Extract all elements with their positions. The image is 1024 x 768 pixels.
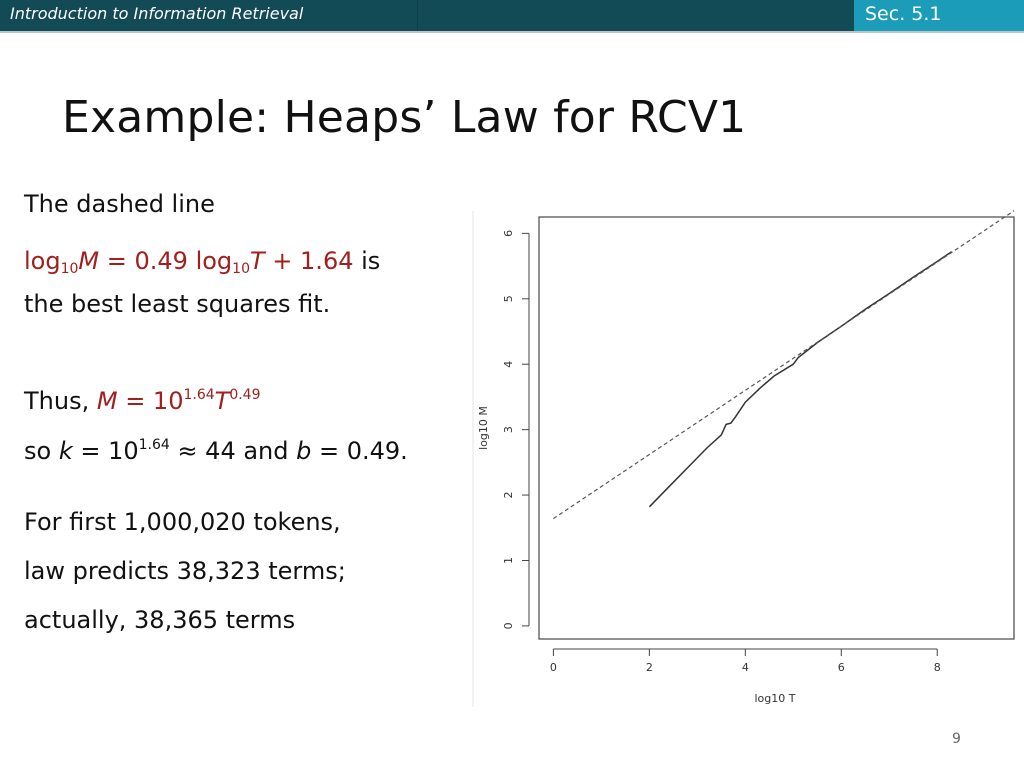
eq-var-m: M xyxy=(78,247,100,275)
thus-exp1: 1.64 xyxy=(183,387,215,403)
y-tick-label-0: 0 xyxy=(502,622,515,629)
x-axis-label: log10 T xyxy=(755,692,796,705)
y-tick-label-2: 2 xyxy=(502,492,515,499)
equation-line: log10M = 0.49 log10T + 1.64 is xyxy=(24,247,380,277)
text-first-tokens: For first 1,000,020 tokens, xyxy=(24,508,341,536)
so-line: so k = 101.64 ≈ 44 and b = 0.49. xyxy=(24,437,408,465)
heaps-law-chart: 0 2 4 6 8 0 1 2 3 4 5 6 log10 T log10 M xyxy=(472,210,1015,707)
text-law-predicts: law predicts 38,323 terms; xyxy=(24,557,346,585)
thus-var-m: M xyxy=(96,387,118,415)
page-number: 9 xyxy=(952,731,961,747)
chart-axes: 0 2 4 6 8 0 1 2 3 4 5 6 xyxy=(502,230,941,674)
so-prefix: so xyxy=(24,437,59,465)
course-title: Introduction to Information Retrieval xyxy=(10,4,304,23)
so-mid: = 10 xyxy=(72,437,139,465)
thus-exp2: 0.49 xyxy=(229,387,261,403)
eq-log-label: log xyxy=(24,247,61,275)
slide-title: Example: Heaps’ Law for RCV1 xyxy=(62,92,747,143)
eq-var-t: T xyxy=(250,247,265,275)
so-var-k: k xyxy=(58,437,73,465)
so-exp: 1.64 xyxy=(138,437,170,453)
chart-series xyxy=(553,210,1015,520)
thus-formula: M = 101.64T0.49 xyxy=(97,387,261,415)
slide-header-bar: Introduction to Information Retrieval Se… xyxy=(0,0,1024,33)
so-var-b: b xyxy=(296,437,312,465)
thus-mid: = 10 xyxy=(117,387,184,415)
header-divider xyxy=(417,0,418,31)
x-tick-label-2: 2 xyxy=(646,661,653,674)
eq-after-text: is xyxy=(353,247,381,275)
equation-log-m: log10M = 0.49 log10T + 1.64 xyxy=(24,247,354,277)
so-after: ≈ 44 and xyxy=(169,437,297,465)
thus-line: Thus, M = 101.64T0.49 xyxy=(24,387,260,415)
y-tick-label-4: 4 xyxy=(502,361,515,368)
text-dashed-line: The dashed line xyxy=(24,190,215,218)
text-least-squares: the best least squares fit. xyxy=(24,290,331,318)
x-tick-label-0: 0 xyxy=(550,661,557,674)
dashed-fit-line xyxy=(553,210,1015,520)
text-actually: actually, 38,365 terms xyxy=(24,606,296,634)
plot-frame xyxy=(538,216,1015,640)
so-end: = 0.49. xyxy=(311,437,408,465)
thus-prefix: Thus, xyxy=(24,387,97,415)
x-tick-label-6: 6 xyxy=(838,661,845,674)
observed-vocabulary-line xyxy=(648,251,953,508)
y-tick-label-3: 3 xyxy=(502,426,515,433)
y-axis-label: log10 M xyxy=(477,406,490,450)
x-tick-label-8: 8 xyxy=(934,661,941,674)
eq-sub-10a: 10 xyxy=(60,261,79,277)
section-label: Sec. 5.1 xyxy=(854,0,1024,31)
eq-sub-10b: 10 xyxy=(232,261,250,277)
eq-middle: = 0.49 log xyxy=(99,247,233,275)
y-tick-label-5: 5 xyxy=(502,295,515,302)
thus-var-t: T xyxy=(214,387,230,415)
x-tick-label-4: 4 xyxy=(742,661,749,674)
y-tick-label-6: 6 xyxy=(502,230,515,237)
y-tick-label-1: 1 xyxy=(502,557,515,564)
eq-intercept: + 1.64 xyxy=(264,247,354,275)
